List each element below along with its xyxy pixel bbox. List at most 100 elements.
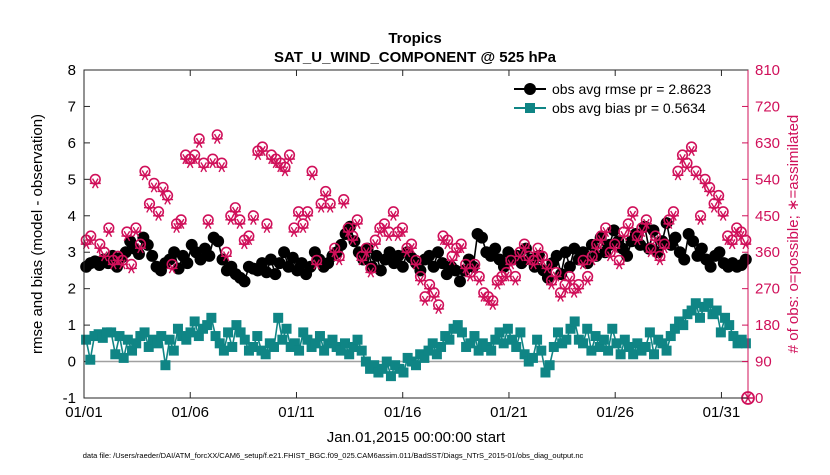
rmse-point: [449, 264, 462, 277]
obs-assimilated-point: [121, 230, 133, 242]
obs-assimilated-point: [667, 210, 679, 221]
obs-assimilated-point: [234, 218, 246, 229]
bias-point: [720, 312, 731, 323]
x-axis-label: Jan.01,2015 00:00:00 start: [327, 429, 506, 446]
bias-point: [507, 334, 518, 345]
bias-point: [532, 334, 543, 345]
obs-assimilated-point: [184, 158, 196, 169]
obs-assimilated-point: [613, 259, 625, 270]
bias-point: [110, 349, 121, 360]
y2-tick-label: 630: [755, 135, 780, 152]
rmse-point: [374, 264, 387, 277]
x-tick-label: 01/06: [171, 404, 209, 421]
y-tick-label: 6: [68, 135, 76, 152]
bias-point: [436, 341, 447, 352]
obs-assimilated-point: [320, 190, 332, 201]
obs-assimilated-point: [356, 255, 368, 266]
obs-assimilated-point: [536, 255, 548, 266]
obs-assimilated-point: [229, 206, 241, 217]
obs-assimilated-point: [238, 239, 250, 250]
obs-assimilated-point: [216, 162, 228, 173]
obs-assimilated-point: [677, 153, 689, 165]
obs-assimilated-point: [622, 222, 634, 234]
bias-point: [544, 360, 555, 371]
bias-point: [143, 341, 154, 352]
obs-assimilated-point: [360, 247, 372, 258]
bias-point: [515, 327, 526, 338]
bias-point: [294, 345, 305, 356]
y-tick-label: 1: [68, 317, 76, 334]
obs-assimilated-point: [541, 263, 553, 274]
bias-point: [319, 345, 330, 356]
obs-assimilated-point: [658, 243, 670, 254]
bias-point: [469, 331, 480, 342]
obs-assimilated-point: [198, 162, 210, 173]
x-tick-label: 01/01: [65, 404, 103, 421]
rmse-point: [181, 257, 194, 270]
bias-point: [536, 345, 547, 356]
rmse-point: [621, 249, 634, 262]
obs-assimilated-point: [586, 255, 598, 266]
bias-point: [611, 338, 622, 349]
bias-point: [586, 345, 597, 356]
obs-assimilated-point: [85, 234, 97, 246]
bias-point: [619, 334, 630, 345]
bias-point: [310, 338, 321, 349]
bias-point: [527, 352, 538, 363]
bias-point: [302, 334, 313, 345]
obs-assimilated-point: [98, 251, 110, 262]
bias-point: [164, 334, 175, 345]
rmse-point: [704, 260, 717, 273]
bias-point: [85, 354, 96, 365]
bias-point: [369, 360, 380, 371]
bias-point: [340, 338, 351, 349]
bias-point: [594, 341, 605, 352]
y-tick-label: -1: [63, 390, 76, 407]
obs-assimilated-point: [392, 230, 404, 242]
obs-assimilated-point: [482, 295, 494, 306]
rmse-point: [396, 260, 409, 273]
y-tick-label: 3: [68, 244, 76, 261]
bias-point: [490, 334, 501, 345]
bias-point: [214, 338, 225, 349]
rmse-point: [212, 235, 225, 248]
bias-point: [227, 341, 238, 352]
legend: obs avg rmse pr = 2.8623 obs avg bias pr…: [506, 76, 742, 120]
obs-assimilated-point: [618, 230, 630, 242]
obs-assimilated-point: [595, 234, 607, 246]
bias-point: [690, 298, 701, 309]
bias-point: [314, 331, 325, 342]
y2-tick-label: 180: [755, 317, 780, 334]
obs-assimilated-point: [518, 243, 530, 254]
bias-point: [273, 312, 284, 323]
obs-assimilated-point: [663, 218, 675, 229]
obs-assimilated-point: [207, 158, 219, 169]
rmse-point: [678, 253, 691, 266]
bias-point: [131, 338, 142, 349]
bias-point: [248, 341, 259, 352]
bias-point: [694, 312, 705, 323]
bias-point: [277, 334, 288, 345]
obs-assimilated-point: [532, 247, 544, 258]
rmse-point: [739, 253, 752, 266]
bias-point: [657, 338, 668, 349]
bias-point: [106, 327, 117, 338]
bias-point: [231, 320, 242, 331]
bias-point: [661, 345, 672, 356]
bias-point: [669, 323, 680, 334]
obs-assimilated-point: [649, 234, 661, 246]
obs-assimilated-point: [419, 295, 431, 306]
y-tick-label: 7: [68, 98, 76, 115]
obs-assimilated-point: [415, 275, 427, 286]
obs-assimilated-point: [713, 194, 725, 205]
obs-assimilated-point: [243, 234, 255, 246]
y2-tick-label: 720: [755, 98, 780, 115]
obs-assimilated-point: [297, 222, 309, 234]
bias-point: [289, 338, 300, 349]
rmse-point: [286, 251, 299, 264]
bias-point: [114, 331, 125, 342]
obs-assimilated-point: [496, 275, 508, 286]
bias-point: [456, 327, 467, 338]
obs-assimilated-point: [369, 239, 381, 250]
bias-point: [473, 345, 484, 356]
